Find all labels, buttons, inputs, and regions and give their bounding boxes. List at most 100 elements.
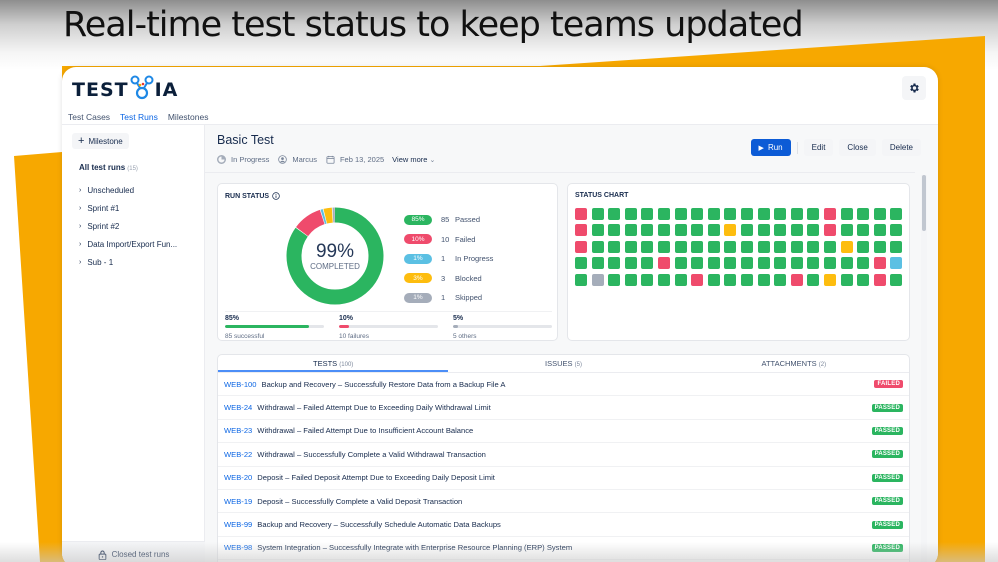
status-cell[interactable] [740,208,753,220]
status-cell[interactable] [608,273,621,286]
status-cell[interactable] [575,224,587,237]
status-cell[interactable] [890,208,903,220]
status-cell[interactable] [724,240,737,253]
status-cell[interactable] [657,208,670,220]
table-row[interactable]: WEB-20 Deposit – Failed Deposit Attempt D… [218,467,909,490]
status-cell[interactable] [807,224,820,237]
status-cell[interactable] [857,273,870,286]
status-cell[interactable] [823,240,836,253]
status-cell[interactable] [807,257,820,270]
status-cell[interactable] [790,208,803,220]
tab-issues[interactable]: ISSUES (5) [448,355,678,372]
table-row[interactable]: WEB-99 Backup and Recovery – Successfully… [218,513,909,537]
status-cell[interactable] [807,273,820,286]
status-cell[interactable] [624,240,637,253]
status-cell[interactable] [790,257,803,270]
status-cell[interactable] [757,224,770,237]
sidebar-item-data-import-export[interactable]: › Data Import/Export Fun... [79,235,177,253]
test-key[interactable]: WEB-23 [224,426,253,436]
status-cell[interactable] [591,257,604,270]
status-cell[interactable] [707,208,720,220]
status-cell[interactable] [890,257,903,270]
tab-milestones[interactable]: Milestones [167,112,209,122]
status-cell[interactable] [807,208,820,220]
sidebar-item-sprint-2[interactable]: › Sprint #2 [79,217,177,235]
status-cell[interactable] [857,240,870,253]
status-cell[interactable] [608,224,621,237]
status-cell[interactable] [807,240,820,253]
status-cell[interactable] [641,273,654,286]
all-test-runs[interactable]: All test runs (15) [79,163,138,172]
test-key[interactable]: WEB-20 [224,473,253,483]
status-cell[interactable] [691,208,704,220]
status-cell[interactable] [674,208,687,220]
test-key[interactable]: WEB-98 [224,543,253,553]
status-cell[interactable] [840,273,853,286]
status-cell[interactable] [674,257,687,270]
status-cell[interactable] [757,208,770,220]
status-cell[interactable] [707,224,720,237]
status-cell[interactable] [707,273,720,286]
table-row[interactable]: WEB-22 Withdrawal – Successfully Complete… [218,443,909,467]
status-cell[interactable] [624,273,637,286]
status-cell[interactable] [774,240,787,253]
status-cell[interactable] [691,240,704,253]
status-cell[interactable] [873,240,886,253]
table-row[interactable]: WEB-100 Backup and Recovery – Successfull… [218,373,909,397]
status-cell[interactable] [823,273,836,286]
settings-button[interactable] [902,76,926,100]
status-cell[interactable] [890,240,903,253]
status-cell[interactable] [674,240,687,253]
test-key[interactable]: WEB-19 [224,496,253,506]
status-cell[interactable] [857,208,870,220]
status-cell[interactable] [624,208,637,220]
status-cell[interactable] [624,257,637,270]
status-cell[interactable] [823,257,836,270]
delete-button[interactable]: Delete [881,139,921,156]
status-cell[interactable] [591,240,604,253]
status-cell[interactable] [857,224,870,237]
status-cell[interactable] [641,240,654,253]
status-cell[interactable] [707,257,720,270]
status-cell[interactable] [774,257,787,270]
status-cell[interactable] [740,273,753,286]
status-cell[interactable] [657,257,670,270]
status-cell[interactable] [890,273,903,286]
status-cell[interactable] [840,208,853,220]
status-cell[interactable] [575,257,587,270]
status-cell[interactable] [608,257,621,270]
edit-button[interactable]: Edit [803,139,834,156]
tab-attachments[interactable]: ATTACHMENTS (2) [679,355,909,372]
status-cell[interactable] [873,208,886,220]
status-cell[interactable] [774,273,787,286]
test-key[interactable]: WEB-22 [224,449,253,459]
status-cell[interactable] [740,240,753,253]
status-cell[interactable] [575,273,587,286]
status-cell[interactable] [740,224,753,237]
status-cell[interactable] [657,240,670,253]
status-cell[interactable] [823,224,836,237]
status-cell[interactable] [873,224,886,237]
status-cell[interactable] [790,273,803,286]
status-cell[interactable] [641,257,654,270]
test-key[interactable]: WEB-100 [224,379,257,389]
table-row[interactable]: WEB-98 System Integration – Successfully … [218,537,909,561]
sidebar-item-unscheduled[interactable]: › Unscheduled [79,181,177,199]
status-cell[interactable] [641,208,654,220]
closed-test-runs-button[interactable]: Closed test runs [62,541,205,562]
status-cell[interactable] [757,240,770,253]
view-more-button[interactable]: View more ⌄ [392,155,435,164]
status-cell[interactable] [873,257,886,270]
tab-tests[interactable]: TESTS (100) [218,355,449,372]
status-cell[interactable] [724,208,737,220]
status-cell[interactable] [774,224,787,237]
status-cell[interactable] [740,257,753,270]
status-cell[interactable] [724,224,737,237]
status-cell[interactable] [840,257,853,270]
scrollbar-thumb[interactable] [922,175,926,231]
table-row[interactable]: WEB-24 Withdrawal – Failed Attempt Due to… [218,396,909,420]
info-icon[interactable] [272,192,280,200]
scrollbar-track[interactable] [921,175,927,562]
status-cell[interactable] [724,273,737,286]
status-cell[interactable] [591,273,604,286]
